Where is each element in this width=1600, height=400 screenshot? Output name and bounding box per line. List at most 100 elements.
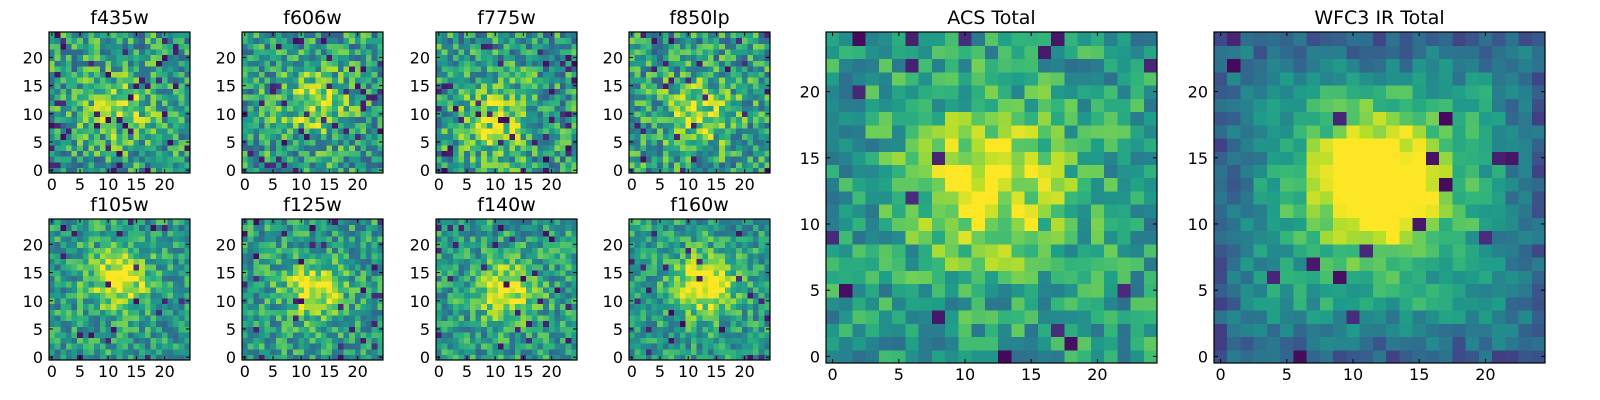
heatmap-cell — [247, 320, 254, 327]
heatmap-cell — [492, 275, 499, 282]
heatmap-cell — [640, 139, 647, 146]
heatmap-cell — [514, 224, 522, 231]
heatmap-cell — [133, 110, 140, 118]
heatmap-cell — [503, 88, 510, 95]
heatmap-cell — [304, 88, 311, 95]
heatmap-cell — [88, 48, 95, 56]
heatmap-cell — [275, 127, 283, 135]
heatmap-cell — [178, 326, 185, 333]
heatmap-cell — [651, 292, 658, 299]
heatmap-cell — [161, 235, 169, 243]
heatmap-cell — [298, 275, 305, 282]
heatmap-cell — [447, 65, 454, 73]
heatmap-cell — [696, 331, 703, 339]
heatmap-cell — [514, 127, 522, 135]
heatmap-cell — [247, 82, 254, 89]
heatmap-cell — [668, 110, 675, 118]
heatmap-cell — [354, 161, 362, 168]
heatmap-cell — [498, 60, 505, 67]
heatmap-cell — [691, 348, 698, 355]
heatmap-cell — [691, 105, 698, 112]
heatmap-cell — [764, 156, 771, 163]
heatmap-cell — [537, 116, 544, 123]
heatmap-cell — [486, 37, 493, 44]
heatmap-cell — [54, 241, 61, 248]
heatmap-cell — [94, 314, 101, 322]
heatmap-cell — [464, 348, 471, 355]
heatmap-cell — [133, 303, 140, 310]
heatmap-cell — [713, 116, 720, 123]
heatmap-cell — [651, 43, 658, 50]
heatmap-cell — [161, 82, 169, 89]
heatmap-cell — [144, 343, 152, 350]
heatmap-cell — [343, 43, 350, 50]
heatmap-cell — [475, 167, 482, 174]
heatmap-cell — [713, 127, 720, 135]
heatmap-cell — [702, 348, 709, 355]
heatmap-cell — [65, 77, 73, 84]
heatmap-cell — [178, 337, 185, 344]
heatmap-cell — [531, 326, 539, 333]
heatmap-cell — [77, 309, 84, 316]
heatmap-cell — [343, 219, 350, 226]
heatmap-cell — [492, 258, 499, 265]
heatmap-cell — [88, 99, 95, 106]
heatmap-cell — [753, 354, 760, 361]
heatmap-cell — [514, 326, 522, 333]
heatmap-cell — [464, 224, 471, 231]
heatmap-cell — [111, 219, 118, 226]
heatmap-cell — [184, 65, 191, 73]
heatmap-cell — [60, 116, 67, 123]
heatmap-cell — [514, 303, 522, 310]
heatmap-cell — [320, 320, 328, 327]
heatmap-cell — [111, 116, 118, 123]
heatmap-cell — [645, 127, 653, 135]
heatmap-cell — [645, 320, 653, 327]
heatmap-cell — [520, 77, 527, 84]
heatmap-cell — [173, 167, 180, 174]
heatmap-cell — [713, 275, 720, 282]
heatmap-cell — [481, 82, 488, 89]
heatmap-cell — [741, 156, 749, 163]
heatmap-cell — [481, 343, 488, 350]
heatmap-cell — [309, 269, 316, 276]
heatmap-cell — [475, 286, 482, 293]
heatmap-cell — [320, 314, 328, 322]
heatmap-cell — [371, 32, 378, 39]
heatmap-cell — [54, 139, 61, 146]
heatmap-cell — [753, 77, 760, 84]
heatmap-cell — [371, 65, 378, 73]
heatmap-cell — [184, 230, 191, 237]
x-tick-label: 10 — [291, 362, 311, 381]
heatmap-cell — [264, 235, 271, 243]
heatmap-cell — [161, 161, 169, 168]
heatmap-cell — [531, 127, 539, 135]
heatmap-cell — [758, 110, 765, 118]
heatmap-cell — [537, 167, 544, 174]
heatmap-cell — [99, 144, 106, 152]
heatmap-cell — [685, 303, 692, 310]
heatmap-cell — [571, 133, 578, 140]
heatmap-cell — [150, 60, 157, 67]
heatmap-cell — [71, 297, 78, 305]
heatmap-cell — [509, 105, 516, 112]
heatmap-cell — [292, 286, 299, 293]
heatmap-cell — [565, 116, 572, 123]
heatmap-cell — [741, 60, 749, 67]
heatmap-cell — [253, 320, 260, 327]
heatmap-cell — [173, 122, 180, 129]
heatmap-cell — [696, 37, 703, 44]
heatmap-cell — [270, 60, 277, 67]
heatmap-cell — [242, 105, 249, 112]
heatmap-cell — [668, 269, 675, 276]
heatmap-cell — [88, 314, 95, 322]
heatmap-cell — [88, 219, 95, 226]
heatmap-cell — [571, 264, 578, 271]
heatmap-cell — [674, 133, 681, 140]
heatmap-cell — [161, 37, 169, 44]
heatmap-cell — [537, 54, 544, 61]
heatmap-cell — [366, 314, 373, 322]
heatmap-cell — [65, 269, 73, 276]
x-tick-label: 5 — [75, 362, 85, 381]
heatmap-cell — [71, 150, 78, 157]
